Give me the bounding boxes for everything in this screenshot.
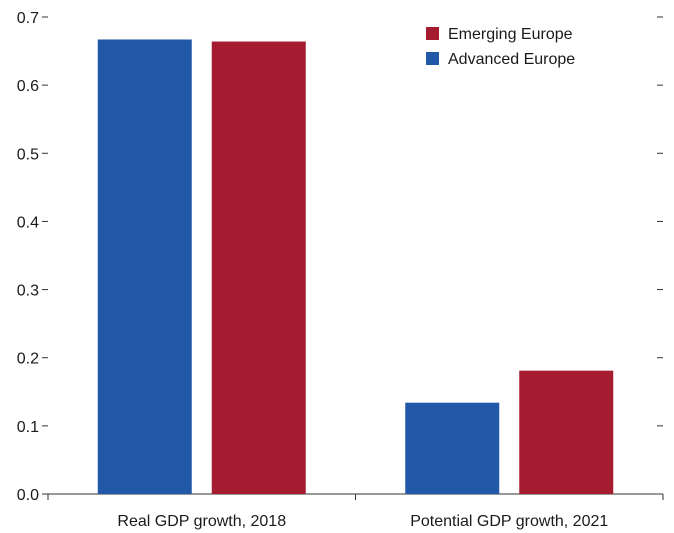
bars: [97, 39, 614, 494]
bar-emerging-europe: [519, 370, 614, 494]
y-tick-label: 0.1: [17, 419, 39, 436]
legend-label: Advanced Europe: [448, 51, 575, 68]
x-category-label: Potential GDP growth, 2021: [410, 513, 608, 530]
y-tick-label: 0.3: [17, 283, 39, 300]
legend-swatch: [426, 52, 439, 65]
legend-label: Emerging Europe: [448, 26, 573, 43]
tick-labels: 0.0 0.1 0.2 0.3 0.4 0.5 0.6 0.7 Real GDP growth,…: [17, 10, 609, 530]
legend-swatch: [426, 27, 439, 40]
y-tick-label: 0.2: [17, 351, 39, 368]
legend: Emerging Europe Advanced Europe: [426, 26, 575, 68]
y-tick-label: 0.7: [17, 10, 39, 27]
bar-advanced-europe: [405, 402, 500, 494]
y-tick-label: 0.4: [17, 214, 39, 231]
y-tick-label: 0.5: [17, 146, 39, 163]
y-tick-label: 0.6: [17, 78, 39, 95]
bar-advanced-europe: [97, 39, 192, 494]
bar-emerging-europe: [211, 41, 306, 494]
x-category-label: Real GDP growth, 2018: [117, 513, 286, 530]
y-tick-label: 0.0: [17, 487, 39, 504]
